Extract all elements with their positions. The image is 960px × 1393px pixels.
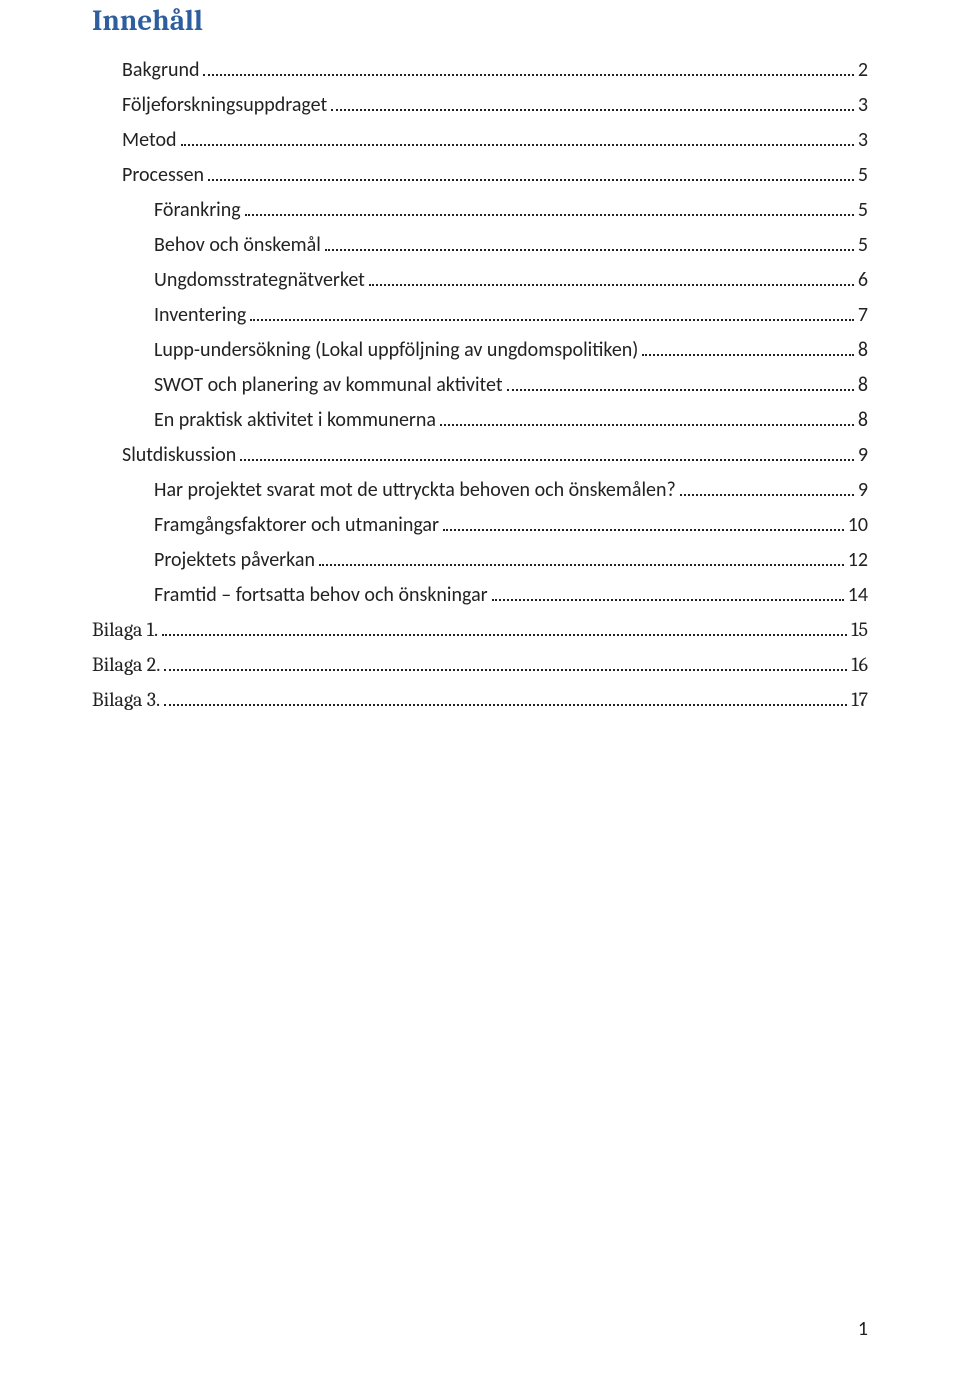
toc-entry-label: SWOT och planering av kommunal aktivitet (154, 375, 503, 395)
toc-dot-leader (250, 305, 854, 321)
toc-dot-leader (162, 620, 847, 636)
toc-entry-label: Bakgrund (122, 60, 199, 80)
toc-entry-label: Ungdomsstrategnätverket (154, 270, 365, 290)
toc-entry-label: Bilaga 1. (92, 620, 158, 640)
toc-entry-page: 5 (858, 200, 868, 220)
toc-dot-leader (319, 550, 844, 566)
toc-entry-label: Processen (122, 165, 204, 185)
toc-list: Bakgrund 2Följeforskningsuppdraget 3Meto… (92, 60, 868, 710)
toc-entry-page: 9 (858, 480, 868, 500)
toc-entry[interactable]: Metod 3 (122, 130, 868, 150)
toc-entry-page: 8 (858, 410, 868, 430)
toc-dot-leader (181, 130, 854, 146)
toc-entry-label: Bilaga 2. (92, 655, 160, 675)
toc-dot-leader (203, 60, 853, 76)
toc-entry[interactable]: Framtid – fortsatta behov och önskningar… (154, 585, 868, 605)
toc-entry-page: 8 (858, 375, 868, 395)
toc-entry-page: 15 (851, 620, 868, 640)
toc-dot-leader (680, 480, 854, 496)
toc-entry-label: Följeforskningsuppdraget (122, 95, 327, 115)
toc-dot-leader (331, 95, 854, 111)
toc-entry-label: Har projektet svarat mot de uttryckta be… (154, 480, 676, 500)
toc-entry-label: Förankring (154, 200, 241, 220)
toc-entry-page: 2 (858, 60, 868, 80)
toc-entry[interactable]: Följeforskningsuppdraget 3 (122, 95, 868, 115)
toc-dot-leader (240, 445, 854, 461)
toc-entry[interactable]: Förankring 5 (154, 200, 868, 220)
toc-entry-page: 14 (848, 585, 868, 605)
toc-entry-label: Metod (122, 130, 177, 150)
toc-entry-page: 5 (858, 235, 868, 255)
toc-entry[interactable]: SWOT och planering av kommunal aktivitet… (154, 375, 868, 395)
toc-entry-label: Inventering (154, 305, 246, 325)
page-number: 1 (858, 1317, 868, 1341)
toc-page: Innehåll Bakgrund 2 Följeforskningsuppdra… (0, 0, 960, 710)
toc-entry-label: En praktisk aktivitet i kommunerna (154, 410, 436, 430)
toc-entry-page: 12 (848, 550, 868, 570)
toc-entry-page: 5 (858, 165, 868, 185)
toc-entry[interactable]: Framgångsfaktorer och utmaningar 10 (154, 515, 868, 535)
toc-dot-leader (325, 235, 854, 251)
toc-entry-page: 9 (858, 445, 868, 465)
toc-entry-page: 8 (858, 340, 868, 360)
toc-dot-leader (208, 165, 854, 181)
toc-entry-label: Slutdiskussion (122, 445, 236, 465)
toc-dot-leader (642, 340, 853, 356)
toc-dot-leader (245, 200, 854, 216)
toc-entry[interactable]: Lupp-undersökning (Lokal uppföljning av … (154, 340, 868, 360)
toc-entry-page: 3 (858, 95, 868, 115)
toc-dot-leader (164, 655, 847, 671)
toc-entry[interactable]: Bilaga 3. 17 (92, 690, 868, 710)
toc-entry-page: 10 (848, 515, 868, 535)
toc-entry-label: Lupp-undersökning (Lokal uppföljning av … (154, 340, 638, 360)
toc-entry-label: Framtid – fortsatta behov och önskningar (154, 585, 488, 605)
toc-entry[interactable]: Inventering 7 (154, 305, 868, 325)
toc-entry-page: 7 (858, 305, 868, 325)
toc-entry-label: Bilaga 3. (92, 690, 160, 710)
toc-dot-leader (440, 410, 854, 426)
toc-entry[interactable]: Slutdiskussion 9 (122, 445, 868, 465)
page-title: Innehåll (92, 5, 868, 38)
toc-entry[interactable]: Projektets påverkan 12 (154, 550, 868, 570)
toc-entry-page: 16 (851, 655, 868, 675)
toc-entry[interactable]: Behov och önskemål 5 (154, 235, 868, 255)
toc-entry-label: Framgångsfaktorer och utmaningar (154, 515, 439, 535)
toc-dot-leader (369, 270, 854, 286)
toc-entry-label: Projektets påverkan (154, 550, 315, 570)
toc-dot-leader (443, 515, 844, 531)
toc-entry-page: 17 (851, 690, 868, 710)
toc-entry[interactable]: Bilaga 2. 16 (92, 655, 868, 675)
toc-dot-leader (507, 375, 854, 391)
toc-entry[interactable]: Ungdomsstrategnätverket 6 (154, 270, 868, 290)
toc-entry[interactable]: En praktisk aktivitet i kommunerna 8 (154, 410, 868, 430)
toc-entry[interactable]: Bakgrund 2 (122, 60, 868, 80)
toc-entry[interactable]: Bilaga 1. 15 (92, 620, 868, 640)
toc-dot-leader (164, 690, 847, 706)
toc-entry-label: Behov och önskemål (154, 235, 321, 255)
toc-entry[interactable]: Har projektet svarat mot de uttryckta be… (154, 480, 868, 500)
toc-dot-leader (492, 585, 844, 601)
toc-entry-page: 6 (858, 270, 868, 290)
toc-entry[interactable]: Processen 5 (122, 165, 868, 185)
toc-entry-page: 3 (858, 130, 868, 150)
